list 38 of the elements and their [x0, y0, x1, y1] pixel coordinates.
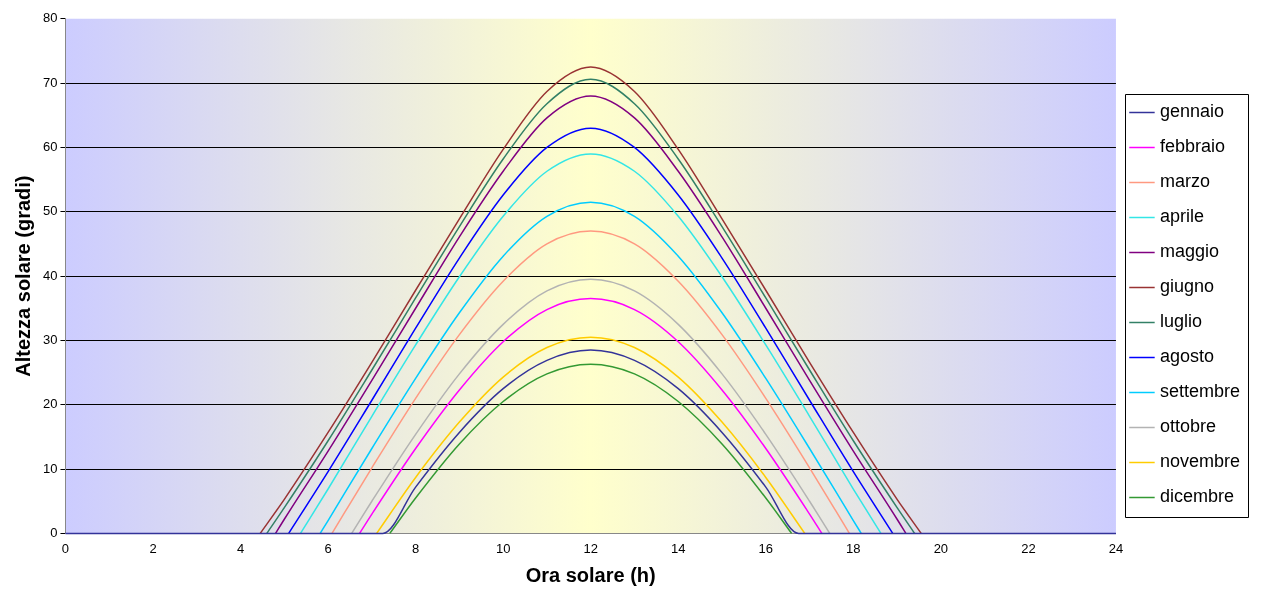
legend-label: settembre: [1159, 381, 1240, 402]
x-tick-label: 24: [1108, 540, 1124, 556]
legend-label: gennaio: [1159, 101, 1225, 122]
x-tick-label: 14: [671, 540, 686, 556]
y-tick-label: 10: [42, 460, 58, 476]
x-axis-title: Ora solare (h): [525, 563, 656, 586]
legend-label: novembre: [1159, 451, 1240, 472]
x-tick-label: 10: [495, 540, 511, 556]
x-tick-label: 22: [1021, 540, 1036, 556]
x-tick-label: 2: [149, 540, 157, 556]
x-tick-label: 18: [846, 540, 861, 556]
legend-label: ottobre: [1159, 416, 1216, 437]
x-tick-label: 8: [412, 540, 420, 556]
x-tick-label: 12: [583, 540, 598, 556]
y-tick-label: 60: [42, 139, 58, 155]
y-tick-label: 40: [42, 267, 58, 283]
line-series: [375, 336, 806, 535]
legend-label: luglio: [1159, 311, 1202, 332]
x-tick-label: 20: [933, 540, 949, 556]
legend-label: aprile: [1159, 206, 1204, 227]
legend-label: agosto: [1159, 346, 1214, 367]
legend-label: marzo: [1159, 171, 1210, 192]
y-tick-label: 30: [42, 332, 58, 347]
legend-label: dicembre: [1159, 486, 1234, 507]
y-tick-label: 80: [42, 10, 58, 26]
x-tick-label: 16: [758, 540, 774, 556]
line-series: [389, 363, 793, 535]
y-tick-label: 50: [42, 203, 58, 219]
x-tick-label: 0: [61, 540, 70, 556]
legend-label: maggio: [1159, 241, 1219, 262]
y-tick-label: 70: [42, 74, 58, 90]
legend-label: febbraio: [1159, 136, 1226, 157]
y-tick-label: 0: [50, 524, 58, 540]
y-axis-title: Altezza solare (gradi): [11, 175, 34, 377]
x-tick-label: 4: [236, 540, 245, 556]
x-tick-label: 6: [324, 540, 332, 556]
y-tick-label: 20: [42, 396, 58, 412]
legend-label: giugno: [1159, 276, 1215, 297]
